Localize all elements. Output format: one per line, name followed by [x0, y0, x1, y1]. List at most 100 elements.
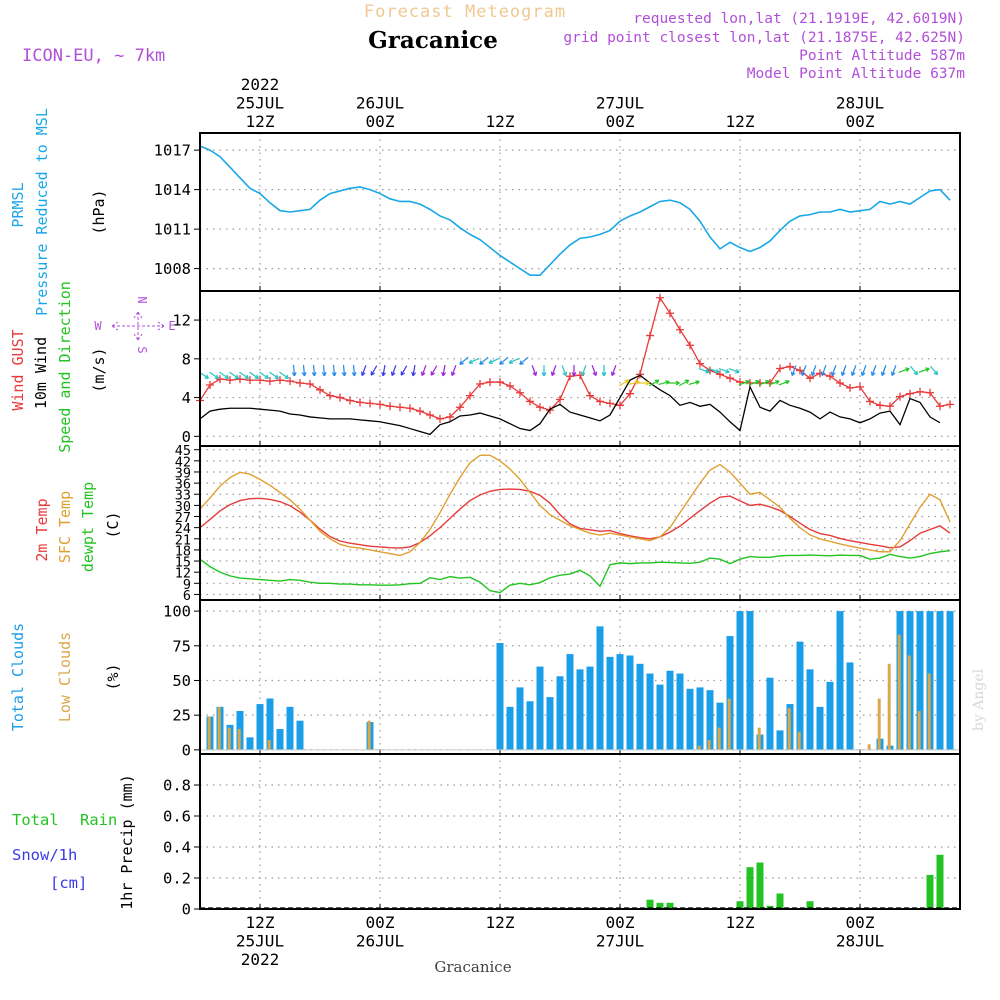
rain-bar [756, 862, 764, 909]
total-cloud-bar [646, 673, 654, 750]
grid-lines [200, 133, 960, 910]
total-cloud-bar [936, 611, 944, 750]
y-tick-label-precip: 0.2 [163, 870, 191, 888]
ylabel-total-clouds: Total Clouds [9, 623, 27, 731]
bottom-time-label: 12Z [486, 913, 515, 932]
total-cloud-bar [916, 611, 924, 750]
total-cloud-bar [726, 636, 734, 750]
total-cloud-bar [836, 611, 844, 750]
bottom-time-label: 12Z [726, 913, 755, 932]
bottom-time-label: 2022 [241, 950, 280, 969]
total-cloud-bar [776, 730, 784, 750]
total-cloud-bar [506, 706, 514, 750]
bottom-time-label: 12Z [246, 913, 275, 932]
total-cloud-bar [246, 737, 254, 750]
y-tick-label-temperature: 42 [175, 454, 191, 470]
low-cloud-bar [237, 729, 241, 750]
top-time-label: 2022 [241, 75, 280, 94]
y-tick-label-temperature: 24 [175, 521, 191, 537]
top-time-label: 12Z [726, 112, 755, 131]
total-cloud-bar [806, 669, 814, 750]
rain-bar [666, 902, 674, 909]
total-cloud-bar [586, 666, 594, 750]
ylabel-c: (C) [104, 511, 122, 538]
y-tick-label-precip: 0 [182, 901, 191, 919]
ylabel-prmsl: PRMSL [9, 182, 27, 227]
low-cloud-bar [897, 634, 901, 750]
ylabel-low-clouds: Low Clouds [56, 632, 74, 722]
total-cloud-bar [846, 662, 854, 750]
sfc-temp-line [199, 454, 951, 557]
y-tick-label-pressure: 1011 [154, 221, 191, 239]
gust-line [199, 296, 951, 420]
low-cloud-bar [717, 727, 721, 750]
rain-bar [746, 867, 754, 909]
y-tick-label-temperature: 21 [175, 532, 191, 548]
bottom-time-label: 00Z [606, 913, 635, 932]
y-tick-label-wind: 0 [182, 428, 191, 446]
rain-bar [656, 902, 664, 909]
ylabel-sfc-temp: SFC Temp [56, 491, 74, 563]
legend-total: Total [12, 811, 59, 829]
top-time-label: 00Z [606, 112, 635, 131]
low-cloud-bar [887, 663, 891, 750]
compass-west: W [94, 319, 102, 333]
y-tick-label-temperature: 36 [175, 477, 191, 493]
y-tick-label-clouds: 100 [163, 603, 191, 621]
total-cloud-bar [746, 611, 754, 750]
total-cloud-bar [766, 677, 774, 750]
total-cloud-bar [656, 684, 664, 750]
total-cloud-bar [716, 702, 724, 750]
total-cloud-bar [276, 729, 284, 750]
low-cloud-bar [797, 731, 801, 750]
total-cloud-bar [696, 687, 704, 750]
total-cloud-bar [676, 673, 684, 750]
bottom-time-label: 26JUL [356, 932, 404, 951]
total-cloud-bar [946, 611, 954, 750]
total-cloud-bar [686, 688, 694, 750]
top-time-label: 25JUL [236, 94, 284, 113]
y-tick-label-clouds: 25 [172, 707, 191, 725]
ylabel-ms: (m/s) [90, 347, 108, 392]
bottom-time-label: 27JUL [596, 932, 644, 951]
low-cloud-bar [917, 710, 921, 750]
low-cloud-bar [267, 740, 271, 750]
dewpt-line [199, 549, 951, 594]
rain-bar [646, 899, 654, 909]
wind-line [199, 374, 941, 436]
model-label: ICON-EU, ~ 7km [22, 46, 165, 66]
total-cloud-bar [556, 676, 564, 750]
gust-markers [196, 293, 954, 423]
top-time-label: 00Z [366, 112, 395, 131]
y-tick-label-precip: 0.6 [163, 808, 191, 826]
total-cloud-bar [526, 701, 534, 750]
y-tick-label-pressure: 1014 [154, 181, 191, 199]
low-cloud-bar [367, 720, 371, 750]
y-tick-label-temperature: 12 [175, 566, 191, 582]
panel-frame-precip [199, 753, 961, 910]
bottom-time-label: 28JUL [836, 932, 884, 951]
low-cloud-bar [217, 706, 221, 750]
point-altitude: Point Altitude 587m [799, 48, 965, 64]
rain-bar [926, 874, 934, 909]
top-time-label: 26JUL [356, 94, 404, 113]
y-tick-label-clouds: 75 [172, 637, 191, 655]
y-tick-label-precip: 0.4 [163, 839, 191, 857]
rain-bars [646, 854, 944, 909]
legend-rain: Rain [80, 811, 117, 829]
total-cloud-bar [536, 666, 544, 750]
ylabel-hpa: (hPa) [90, 189, 108, 234]
compass-south: S [135, 346, 149, 353]
y-tick-label-wind: 12 [172, 312, 191, 330]
top-time-label: 28JUL [836, 94, 884, 113]
rain-bar [776, 893, 784, 909]
total-cloud-bar [516, 687, 524, 750]
low-cloud-bar [727, 698, 731, 750]
total-cloud-bar [286, 706, 294, 750]
total-cloud-bar [606, 656, 614, 750]
y-tick-label-temperature: 39 [175, 465, 191, 481]
low-cloud-bar [207, 716, 211, 750]
y-tick-label-clouds: 50 [172, 672, 191, 690]
total-cloud-bar [296, 720, 304, 750]
total-cloud-bar [626, 655, 634, 750]
